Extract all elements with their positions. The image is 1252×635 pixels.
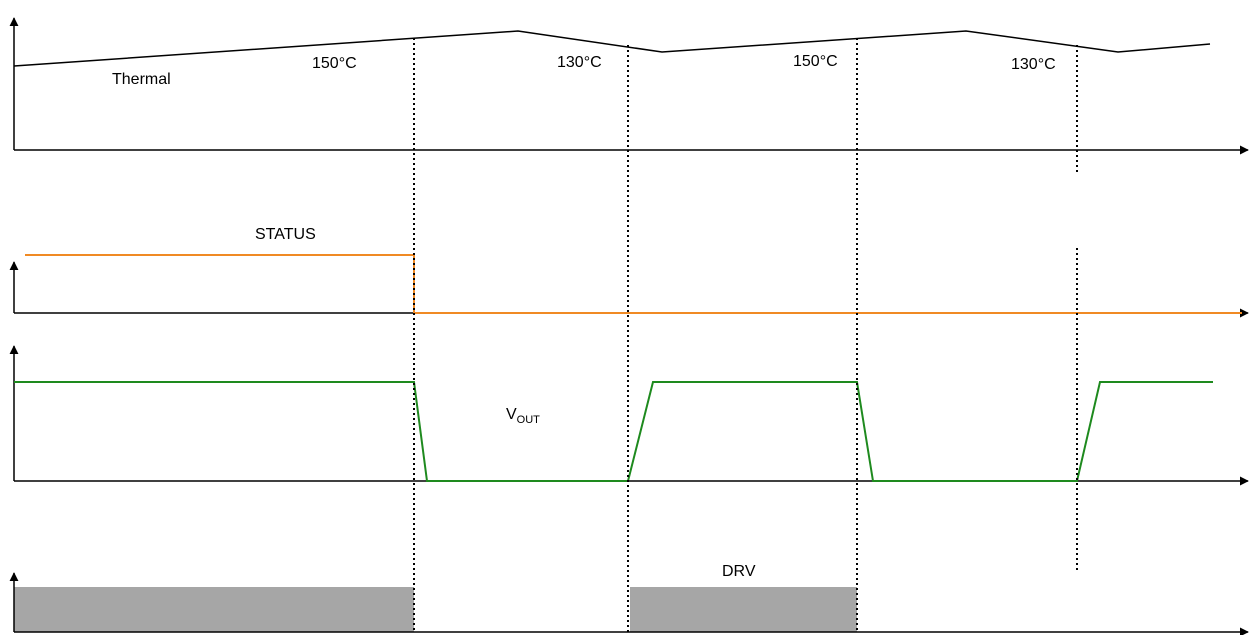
- drv-panel: DRV: [9, 563, 1249, 635]
- vout-label-main: V: [506, 406, 517, 423]
- drv-label: DRV: [722, 563, 756, 580]
- drv-on-block-second: [630, 587, 857, 632]
- temp-label-150-first: 150°C: [312, 55, 357, 72]
- thermal-panel: Thermal 150°C 130°C 150°C 130°C: [9, 17, 1249, 155]
- temp-label-130-second: 130°C: [1011, 56, 1056, 73]
- temp-label-130-first: 130°C: [557, 54, 602, 71]
- vout-panel: VOUT: [9, 345, 1249, 486]
- status-waveform: [25, 254, 1242, 314]
- status-panel: STATUS: [9, 226, 1249, 318]
- vout-label-subscript: OUT: [517, 414, 541, 426]
- vout-waveform: [14, 381, 1213, 482]
- thermal-label: Thermal: [112, 71, 171, 88]
- event-markers: [413, 38, 1078, 632]
- status-label: STATUS: [255, 226, 316, 243]
- thermal-waveform: [13, 30, 1211, 67]
- vout-label: VOUT: [506, 406, 540, 426]
- temp-label-150-second: 150°C: [793, 53, 838, 70]
- drv-on-block-first: [14, 587, 414, 632]
